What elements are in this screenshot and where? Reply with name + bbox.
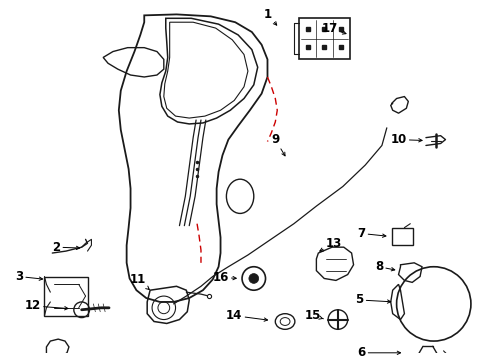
- Circle shape: [248, 274, 258, 283]
- Text: 13: 13: [319, 237, 342, 251]
- Text: 10: 10: [389, 133, 421, 146]
- Text: 17: 17: [321, 22, 346, 35]
- Text: 2: 2: [52, 241, 80, 254]
- Text: 8: 8: [374, 260, 394, 273]
- Text: 5: 5: [355, 293, 390, 306]
- Text: 12: 12: [24, 300, 68, 312]
- Text: 6: 6: [357, 346, 400, 359]
- Text: 1: 1: [263, 8, 276, 25]
- Text: 3: 3: [15, 270, 42, 283]
- Text: 11: 11: [129, 273, 149, 289]
- Text: 15: 15: [304, 309, 323, 322]
- Text: 4: 4: [0, 359, 1, 360]
- Text: 16: 16: [212, 271, 236, 284]
- Text: 9: 9: [271, 133, 285, 156]
- Text: 7: 7: [357, 227, 385, 240]
- Text: 14: 14: [225, 309, 267, 322]
